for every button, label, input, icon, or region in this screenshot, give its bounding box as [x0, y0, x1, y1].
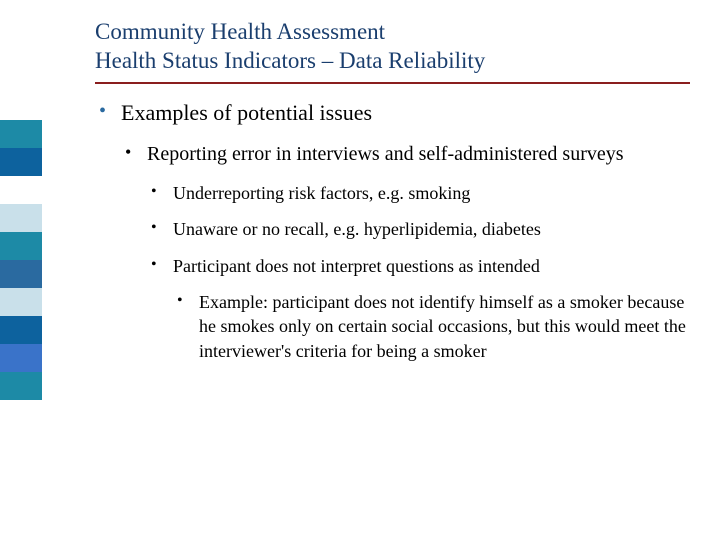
bullet-l3a: Underreporting risk factors, e.g. smokin…	[147, 181, 690, 205]
bullet-l2-text: Reporting error in interviews and self-a…	[147, 143, 624, 165]
bullet-l4-text: Example: participant does not identify h…	[199, 292, 686, 361]
bullet-list: Examples of potential issues Reporting e…	[95, 98, 690, 363]
sidebar-block	[0, 344, 42, 372]
sidebar-block	[0, 232, 42, 260]
sidebar-block	[0, 148, 42, 176]
sidebar-block	[0, 316, 42, 344]
sidebar-block	[0, 400, 42, 428]
slide: Community Health Assessment Health Statu…	[0, 0, 720, 540]
bullet-l3a-text: Underreporting risk factors, e.g. smokin…	[173, 183, 470, 203]
bullet-l3c: Participant does not interpret questions…	[147, 254, 690, 363]
bullet-l3c-text: Participant does not interpret questions…	[173, 256, 540, 276]
bullet-l1: Examples of potential issues Reporting e…	[95, 98, 690, 363]
decorative-sidebar	[0, 120, 42, 428]
sidebar-block	[0, 204, 42, 232]
bullet-l3b-text: Unaware or no recall, e.g. hyperlipidemi…	[173, 219, 541, 239]
bullet-l4: Example: participant does not identify h…	[173, 290, 690, 363]
slide-content: Community Health Assessment Health Statu…	[95, 18, 690, 377]
bullet-l1-text: Examples of potential issues	[121, 100, 372, 125]
bullet-l3b: Unaware or no recall, e.g. hyperlipidemi…	[147, 217, 690, 241]
bullet-l2: Reporting error in interviews and self-a…	[121, 141, 690, 363]
title-underline	[95, 82, 690, 84]
title-line-1: Community Health Assessment	[95, 18, 690, 47]
sidebar-block	[0, 120, 42, 148]
sidebar-block	[0, 176, 42, 204]
sidebar-block	[0, 260, 42, 288]
sidebar-block	[0, 372, 42, 400]
title-line-2: Health Status Indicators – Data Reliabil…	[95, 47, 690, 76]
sidebar-block	[0, 288, 42, 316]
